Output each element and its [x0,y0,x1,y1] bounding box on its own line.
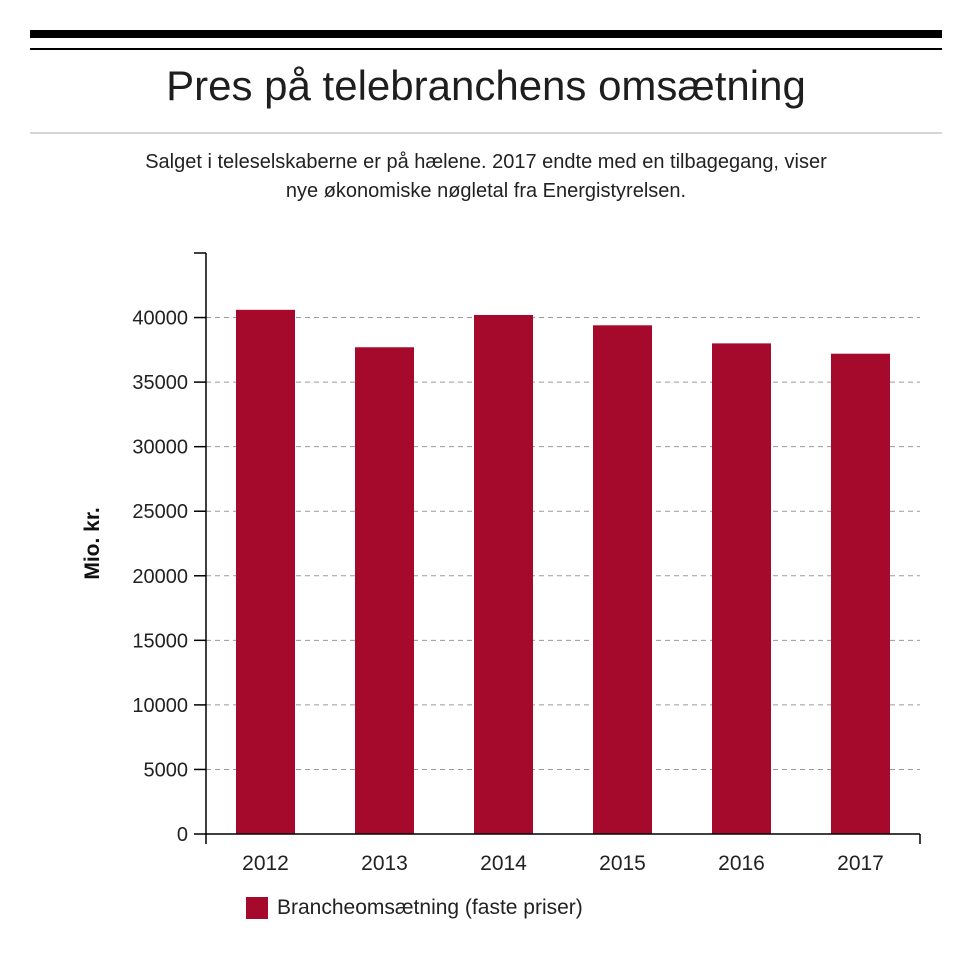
x-tick-label: 2016 [718,852,765,875]
x-tick-label: 2014 [480,852,527,875]
y-tick-label: 15000 [132,630,188,652]
legend[interactable]: Brancheomsætning (faste priser) [246,896,583,920]
x-tick-label: 2012 [242,852,289,875]
y-tick-label: 25000 [132,501,188,523]
bar [474,314,533,834]
bar [831,353,890,834]
subtitle-line-2: nye økonomiske nøgletal fra Energistyrel… [285,180,687,202]
y-tick-label: 5000 [144,759,189,781]
bar [355,347,414,834]
y-tick-label: 20000 [132,566,188,588]
y-tick-label: 0 [177,824,188,846]
legend-label: Brancheomsætning (faste priser) [277,896,583,919]
title-divider [30,132,942,134]
header-thick-rule [30,30,942,38]
x-tick-label: 2017 [837,852,884,875]
header-thin-rule [30,48,942,50]
y-tick-label: 35000 [132,372,188,394]
page-subtitle: Salget i teleselskaberne er på hælene. 2… [20,148,952,206]
y-tick-label: 40000 [132,308,188,330]
y-tick-label: 30000 [132,437,188,459]
x-tick-label: 2013 [361,852,408,875]
page-title: Pres på telebranchens omsætning [166,62,806,109]
x-tick-label: 2015 [599,852,646,875]
subtitle-line-1: Salget i teleselskaberne er på hælene. 2… [145,151,827,173]
legend-swatch [246,897,268,919]
y-axis-label: Mio. kr. [81,507,104,579]
y-tick-label: 10000 [132,695,188,717]
bar [712,343,771,834]
bar [593,325,652,834]
bar [236,309,295,834]
